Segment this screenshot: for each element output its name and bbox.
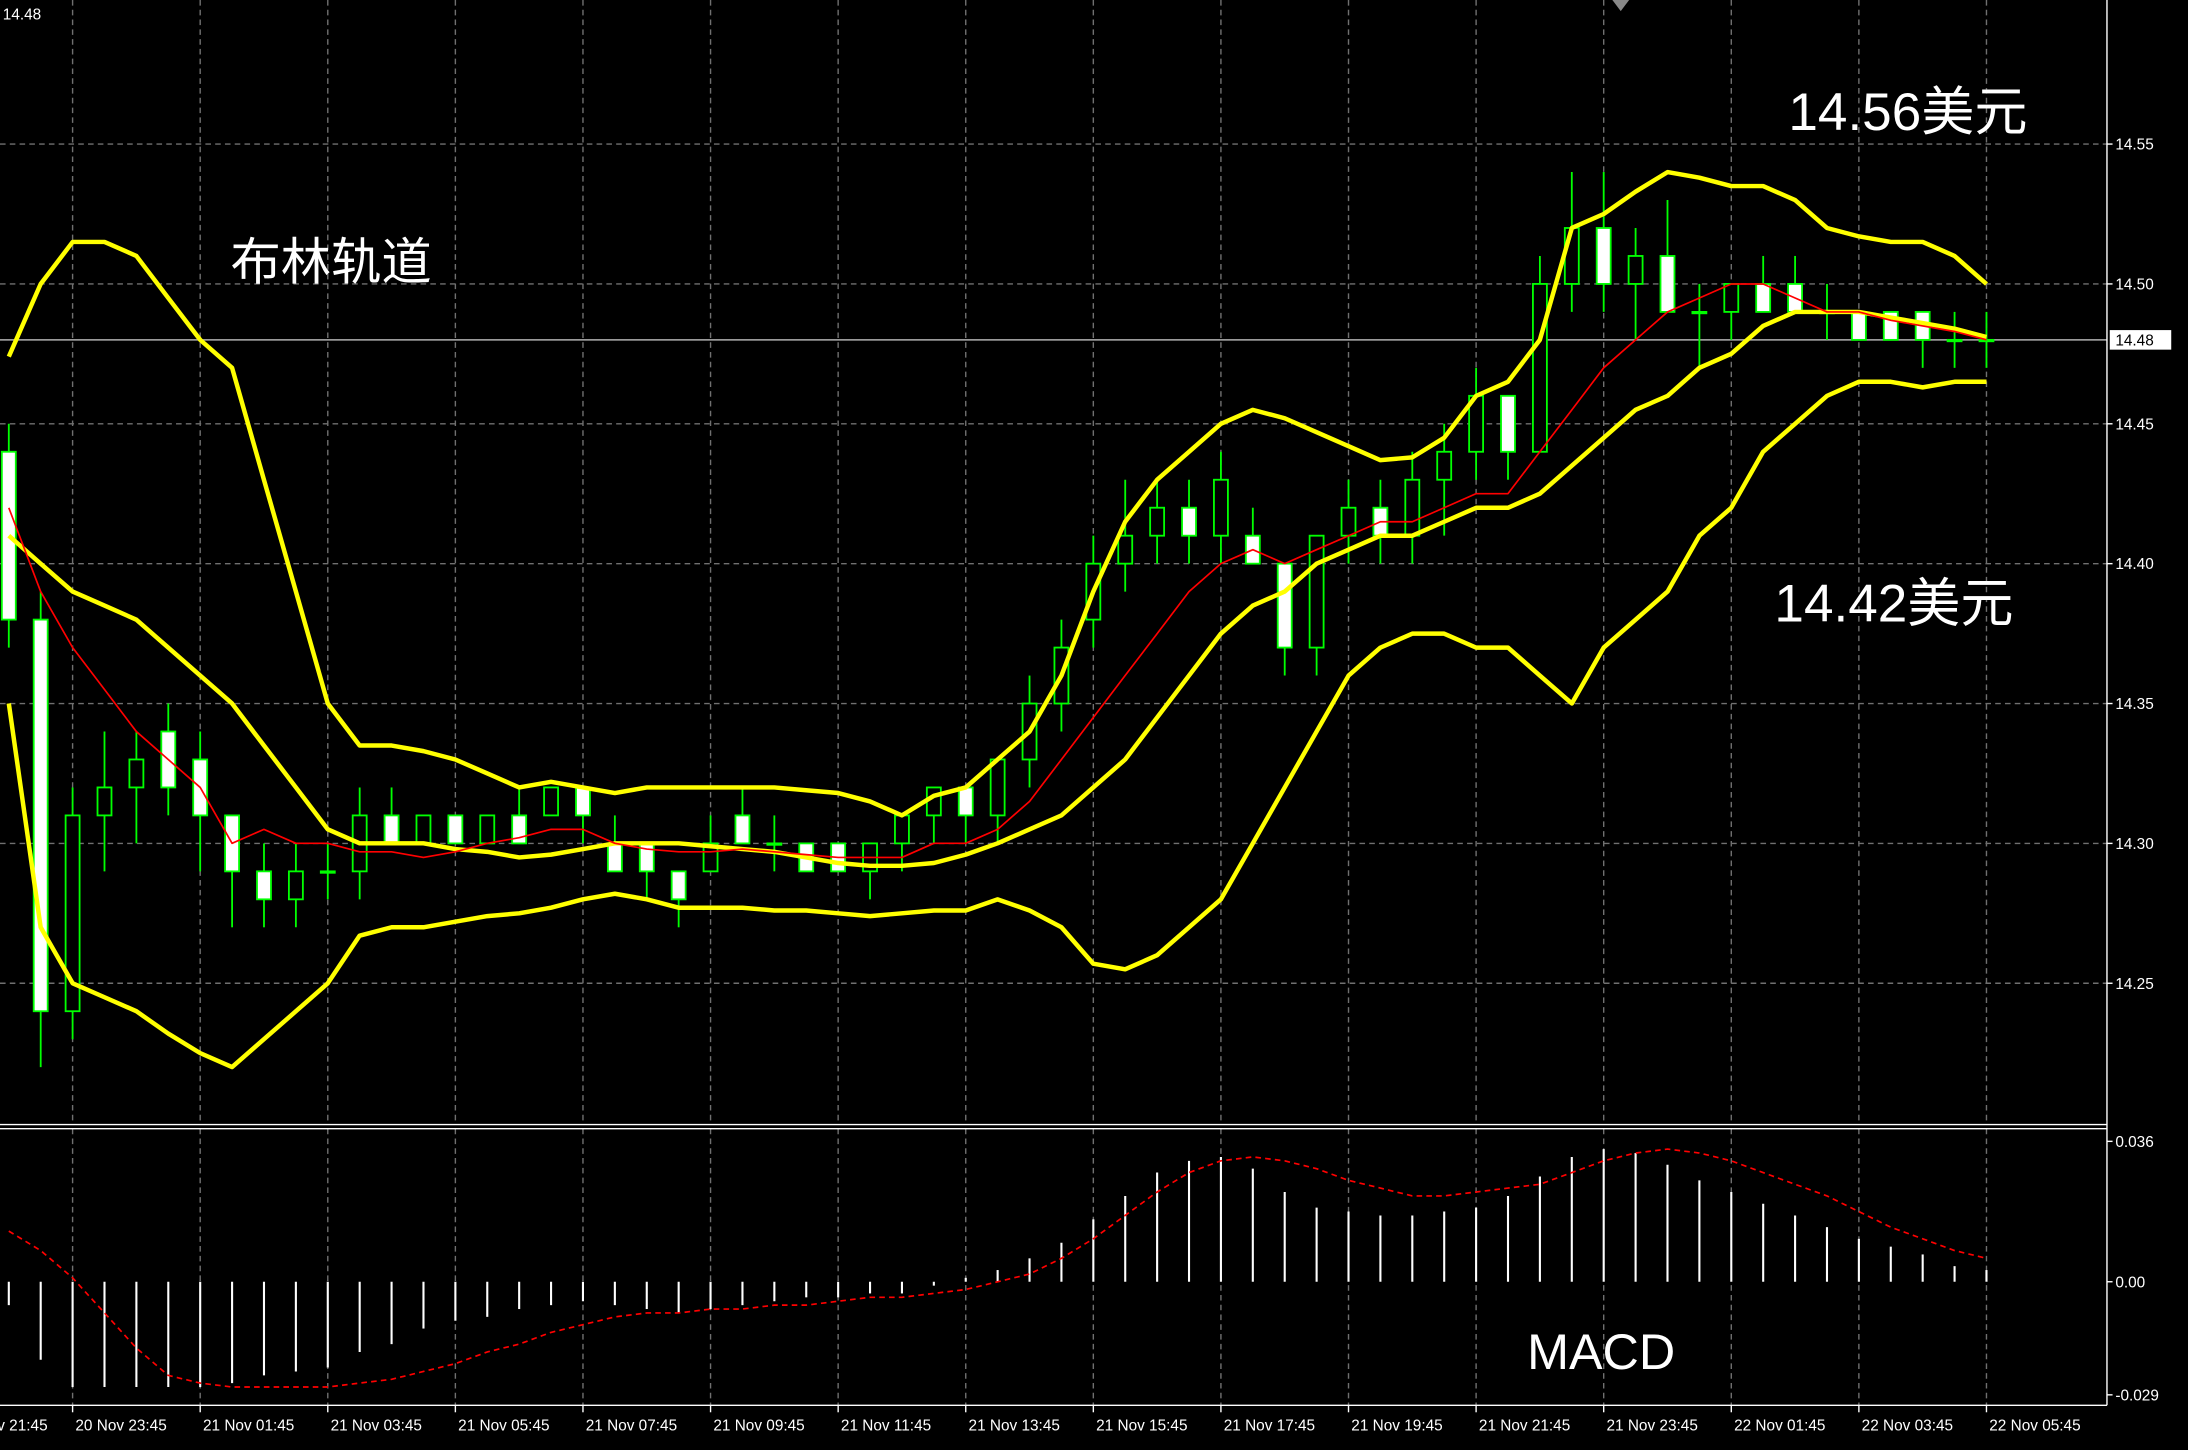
x-tick-label: 21 Nov 05:45 — [458, 1417, 549, 1434]
x-tick-label: 21 Nov 07:45 — [586, 1417, 677, 1434]
candle-body — [1850, 310, 1867, 341]
x-tick-label: 21 Nov 21:45 — [1479, 1417, 1570, 1434]
x-tick-label: 22 Nov 01:45 — [1734, 1417, 1825, 1434]
y-tick-label: 0.036 — [2115, 1134, 2153, 1151]
candle-body — [1181, 506, 1197, 537]
candle-body — [766, 842, 783, 846]
candle-body — [606, 842, 623, 873]
candle-body — [383, 814, 400, 845]
current-price-label: 14.48 — [2115, 332, 2153, 349]
candle-body — [128, 758, 145, 789]
x-tick-label: 21 Nov 23:45 — [1606, 1417, 1697, 1434]
current-price-box — [2109, 330, 2172, 350]
candle-body — [989, 758, 1006, 817]
x-tick-label: v 21:45 — [0, 1417, 48, 1434]
candle-body — [575, 786, 591, 817]
candle-body — [415, 814, 432, 845]
candle-body — [670, 870, 687, 901]
indicator-label: MACD — [1527, 1323, 1675, 1380]
candle-body — [543, 786, 559, 817]
x-tick-label: 21 Nov 13:45 — [969, 1417, 1060, 1434]
price-header: 14.48 — [3, 7, 41, 24]
candle-body — [1149, 506, 1166, 537]
x-tick-label: 21 Nov 19:45 — [1351, 1417, 1442, 1434]
candle-body — [1436, 450, 1453, 481]
candle-body — [734, 814, 751, 845]
x-tick-label: 20 Nov 23:45 — [75, 1417, 166, 1434]
candle-body — [64, 814, 81, 1013]
x-tick-label: 21 Nov 03:45 — [331, 1417, 422, 1434]
signal-line — [8, 1148, 1987, 1388]
candle-body — [0, 450, 17, 621]
candle-body — [287, 870, 304, 901]
y-tick-label: 14.30 — [2115, 836, 2153, 853]
x-tick-label: 21 Nov 17:45 — [1224, 1417, 1315, 1434]
y-tick-label: 14.45 — [2115, 416, 2153, 433]
x-tick-label: 21 Nov 11:45 — [841, 1417, 931, 1434]
x-tick-label: 21 Nov 01:45 — [203, 1417, 294, 1434]
candle-body — [1691, 310, 1708, 315]
candle-body — [1595, 227, 1612, 285]
candle-body — [256, 870, 272, 901]
candle-body — [479, 814, 496, 845]
candle-body — [1627, 255, 1644, 285]
annotation: 14.56美元 — [1788, 83, 2027, 142]
y-tick-label: 0.00 — [2115, 1274, 2145, 1291]
x-tick-label: 22 Nov 03:45 — [1862, 1417, 1953, 1434]
y-tick-label: -0.029 — [2115, 1387, 2159, 1404]
indicator-line — [6, 169, 1988, 818]
indicator-line — [8, 283, 1987, 859]
candle-body — [1213, 478, 1229, 537]
y-tick-label: 14.55 — [2115, 137, 2153, 154]
candle-body — [702, 842, 719, 873]
candle-body — [1755, 283, 1772, 313]
y-tick-label: 14.25 — [2115, 976, 2153, 993]
candle-body — [32, 618, 49, 1013]
candle-body — [894, 814, 910, 845]
plot-area — [0, 169, 2107, 1388]
indicator-line — [7, 309, 1988, 869]
candle-body — [1563, 227, 1580, 285]
candle-body — [957, 786, 974, 817]
candle-body — [1723, 283, 1740, 313]
chart-shift-marker — [1612, 0, 1630, 12]
candle-body — [1276, 562, 1293, 649]
annotation: 14.42美元 — [1774, 575, 2013, 634]
annotation: 布林轨道 — [231, 233, 432, 290]
candle-body — [1500, 394, 1516, 453]
x-tick-label: 22 Nov 05:45 — [1989, 1417, 2080, 1434]
candle-body — [319, 870, 336, 874]
x-tick-label: 21 Nov 15:45 — [1096, 1417, 1187, 1434]
candle-body — [1659, 255, 1676, 313]
y-tick-label: 14.40 — [2115, 556, 2153, 573]
y-tick-label: 14.35 — [2115, 696, 2153, 713]
candle-body — [447, 814, 464, 845]
candle-body — [1532, 283, 1548, 453]
y-tick-label: 14.50 — [2115, 277, 2153, 294]
candle-body — [1404, 478, 1421, 537]
x-tick-label: 21 Nov 09:45 — [713, 1417, 804, 1434]
candle-body — [96, 786, 113, 817]
candle-body — [1340, 506, 1357, 537]
indicator-line — [6, 379, 1987, 1070]
candle-body — [1117, 534, 1134, 565]
candle-body — [1946, 338, 1963, 343]
